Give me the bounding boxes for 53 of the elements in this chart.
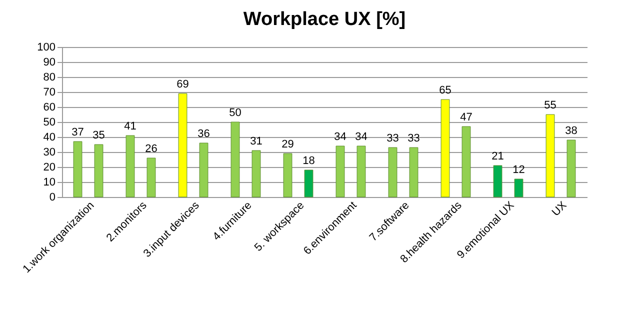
bar — [514, 178, 524, 198]
data-label: 34 — [334, 131, 346, 143]
bar — [493, 165, 502, 198]
bar — [230, 122, 240, 198]
y-tick-label: 30 — [43, 146, 56, 158]
bar — [356, 146, 366, 198]
data-label: 69 — [176, 78, 189, 90]
bar — [388, 147, 398, 198]
y-tick-label: 10 — [43, 176, 56, 188]
data-label: 35 — [92, 130, 105, 142]
y-tick-label: 70 — [43, 86, 56, 98]
bar — [94, 144, 104, 198]
y-tick-label: 40 — [43, 132, 56, 144]
data-label: 50 — [229, 107, 242, 119]
data-label: 55 — [544, 100, 556, 112]
data-label: 26 — [145, 143, 158, 155]
data-label: 33 — [408, 132, 420, 144]
y-tick-label: 60 — [43, 102, 56, 114]
x-tick-label: UX — [550, 199, 570, 219]
bar — [566, 140, 576, 198]
data-label: 29 — [282, 138, 294, 150]
y-tick-label: 80 — [43, 72, 56, 84]
data-label: 31 — [250, 136, 262, 148]
y-tick-label: 0 — [49, 192, 56, 204]
data-label: 65 — [439, 84, 452, 96]
bar — [146, 158, 156, 198]
bar — [252, 150, 261, 198]
bar — [440, 99, 450, 198]
data-label: 37 — [72, 126, 84, 138]
data-label: 12 — [512, 164, 525, 176]
bar — [178, 93, 188, 198]
bar — [546, 114, 555, 198]
y-tick-label: 20 — [43, 162, 56, 174]
bar — [126, 135, 135, 198]
bar — [462, 126, 471, 198]
bar — [283, 153, 292, 198]
data-label: 34 — [355, 131, 368, 143]
data-label: 47 — [460, 112, 472, 124]
data-label: 21 — [492, 150, 504, 162]
chart-title: Workplace UX [%] — [243, 9, 406, 30]
bar — [409, 147, 418, 198]
bar — [199, 142, 208, 198]
bar — [73, 141, 82, 198]
y-tick-label: 50 — [43, 116, 56, 128]
y-tick-label: 100 — [37, 42, 56, 54]
data-label: 38 — [565, 125, 578, 137]
data-label: 18 — [302, 155, 315, 167]
y-tick-label: 90 — [43, 56, 56, 68]
bar — [336, 146, 345, 198]
data-label: 33 — [386, 132, 399, 144]
bar — [304, 170, 314, 198]
data-label: 36 — [198, 128, 210, 140]
data-label: 41 — [124, 120, 136, 132]
